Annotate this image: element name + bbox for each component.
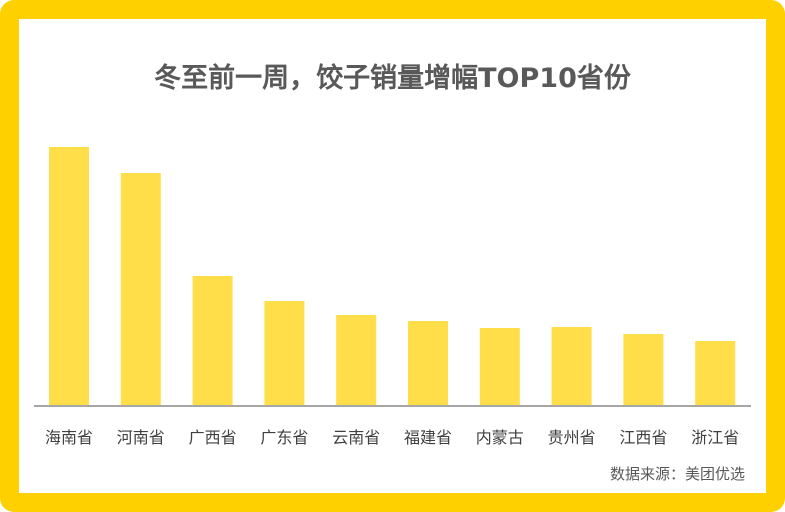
bar-1 — [49, 147, 89, 405]
bar-7 — [479, 328, 520, 405]
chart-title: 冬至前一周，饺子销量增幅TOP10省份 — [154, 63, 631, 94]
bar-6 — [408, 321, 448, 405]
bar-5 — [336, 315, 377, 405]
bar-9 — [623, 334, 664, 405]
bar-8 — [551, 327, 592, 405]
x-tick-label: 广西省 — [189, 428, 237, 447]
bar-10 — [695, 341, 736, 405]
x-tick-label: 内蒙古 — [476, 428, 524, 447]
data-source: 数据来源：美团优选 — [609, 465, 745, 483]
x-tick-label: 广东省 — [260, 428, 308, 447]
x-tick-label: 福建省 — [404, 428, 452, 447]
x-tick-label: 江西省 — [619, 428, 667, 447]
bar-3 — [192, 276, 233, 405]
x-tick-label: 贵州省 — [548, 428, 596, 447]
x-tick-label: 河南省 — [117, 428, 165, 447]
bar-4 — [264, 301, 305, 405]
x-tick-label: 浙江省 — [691, 428, 739, 447]
x-tick-label: 云南省 — [332, 428, 380, 447]
bar-2 — [120, 173, 161, 405]
x-tick-label: 海南省 — [45, 428, 93, 447]
